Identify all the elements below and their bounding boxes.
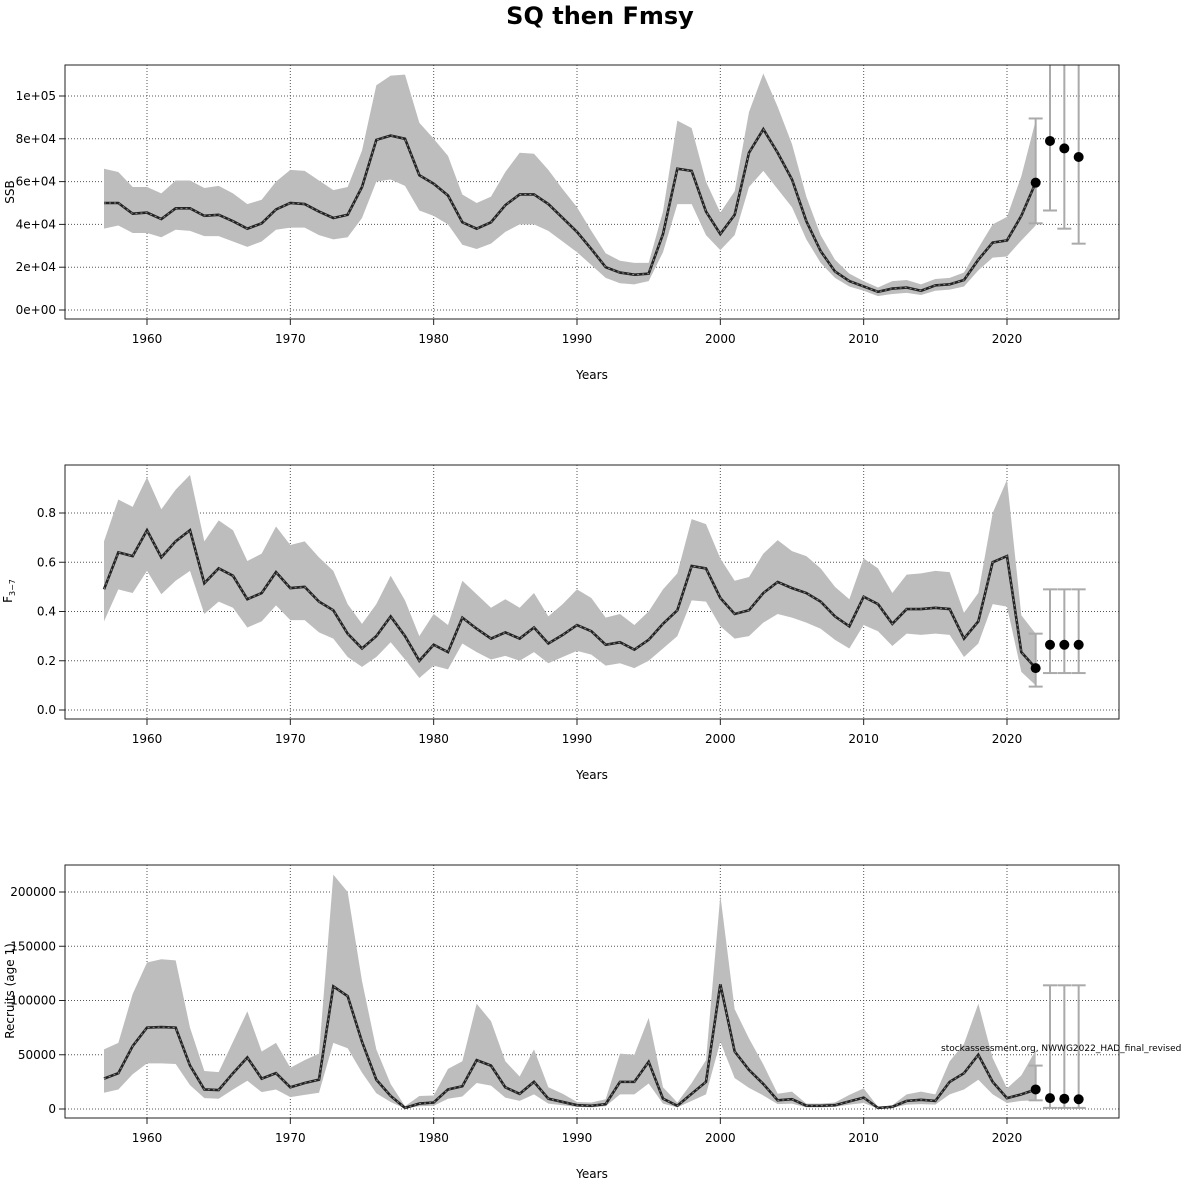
x-axis-label: Years [575, 368, 608, 382]
y-tick-label: 2e+04 [16, 260, 56, 274]
x-tick-label: 2000 [705, 732, 736, 746]
x-tick-label: 2020 [992, 1131, 1023, 1145]
estimate-line-dots [103, 529, 1037, 669]
y-tick-label: 0.2 [37, 654, 56, 668]
projection-interval [1071, 588, 1086, 675]
x-tick-label: 1980 [418, 332, 449, 346]
projection-point [1030, 663, 1041, 674]
x-tick-label: 2010 [848, 332, 879, 346]
projection-point [1073, 1094, 1084, 1105]
projection-point [1059, 1093, 1070, 1104]
panel-1: 1960 1970 1980 1990 2000 2010 2020 0e+00 2e+04 4e… [3, 64, 1120, 382]
x-tick-label: 2020 [992, 332, 1023, 346]
y-axis-label: SSB [3, 180, 17, 203]
projection-point [1073, 639, 1084, 650]
x-tick-label: 2020 [992, 732, 1023, 746]
y-tick-label: 8e+04 [16, 132, 56, 146]
projection-point [1045, 135, 1055, 146]
projection-interval [1028, 632, 1043, 688]
panel-2: 1960 1970 1980 1990 2000 2010 2020 0.0 0.2 0.4 0.6… [1, 464, 1120, 782]
y-tick-label: 1e+05 [16, 89, 56, 103]
plot-frame [64, 864, 1120, 1119]
projection-point [1059, 639, 1070, 650]
projection-interval [1043, 588, 1057, 675]
plot-frame [64, 64, 1120, 320]
estimate-line-dots [103, 984, 1036, 1109]
x-tick-label: 2000 [705, 332, 736, 346]
x-tick-label: 2000 [705, 1131, 736, 1145]
x-tick-label: 1970 [275, 1131, 306, 1145]
y-tick-label: 0.4 [37, 605, 56, 619]
x-tick-label: 1990 [562, 332, 593, 346]
y-tick-label: 150000 [10, 939, 56, 953]
confidence-band [104, 874, 1036, 1109]
x-tick-label: 1960 [132, 332, 163, 346]
plot-frame [64, 464, 1120, 720]
x-axis-label: Years [575, 1167, 608, 1181]
projection-interval [1057, 984, 1072, 1109]
chart-title: SQ then Fmsy [506, 2, 694, 30]
y-axis-label: Recruits (age 1) [3, 943, 17, 1039]
x-tick-label: 1970 [275, 732, 306, 746]
x-tick-label: 1980 [418, 1131, 449, 1145]
x-tick-label: 1970 [275, 332, 306, 346]
y-tick-label: 4e+04 [16, 217, 56, 231]
y-tick-label: 50000 [18, 1048, 56, 1062]
projection-point [1045, 639, 1055, 650]
projection-point [1030, 177, 1041, 188]
x-tick-label: 1960 [132, 732, 163, 746]
x-tick-label: 2010 [848, 1131, 879, 1145]
y-tick-label: 6e+04 [16, 175, 56, 189]
projection-point [1059, 143, 1070, 154]
y-axis-label: F3−7 [1, 579, 17, 603]
confidence-band [104, 474, 1036, 686]
y-axis-label-subscript: 3−7 [8, 579, 17, 596]
y-tick-label: 0.8 [37, 506, 56, 520]
estimate-line-dots [104, 128, 1037, 293]
x-tick-label: 1980 [418, 732, 449, 746]
confidence-band [104, 73, 1036, 297]
y-tick-label: 200000 [10, 885, 56, 899]
projection-interval [1071, 984, 1086, 1109]
y-tick-label: 0e+00 [16, 303, 56, 317]
source-annotation: stockassessment.org, NWWG2022_HAD_final_… [941, 1044, 1181, 1054]
projection-interval [1057, 588, 1072, 675]
y-tick-label: 0.6 [37, 555, 56, 569]
projection-interval [1028, 1064, 1043, 1102]
y-tick-label: 0 [48, 1102, 56, 1116]
y-tick-label: 0.0 [37, 703, 56, 717]
x-tick-label: 2010 [848, 732, 879, 746]
projection-point [1030, 1084, 1041, 1095]
projection-interval [1028, 117, 1043, 225]
panel-3: 1960 1970 1980 1990 2000 2010 2020 0 50000 100000… [3, 864, 1181, 1181]
y-tick-label: 100000 [10, 994, 56, 1008]
projection-interval [1043, 984, 1057, 1109]
projection-point [1073, 151, 1084, 162]
x-axis-label: Years [575, 768, 608, 782]
x-tick-label: 1960 [132, 1131, 163, 1145]
chart-panels: 1960 1970 1980 1990 2000 2010 2020 0e+00 2e+04 4e… [1, 64, 1181, 1181]
x-tick-label: 1990 [562, 1131, 593, 1145]
projection-point [1045, 1093, 1055, 1104]
x-tick-label: 1990 [562, 732, 593, 746]
